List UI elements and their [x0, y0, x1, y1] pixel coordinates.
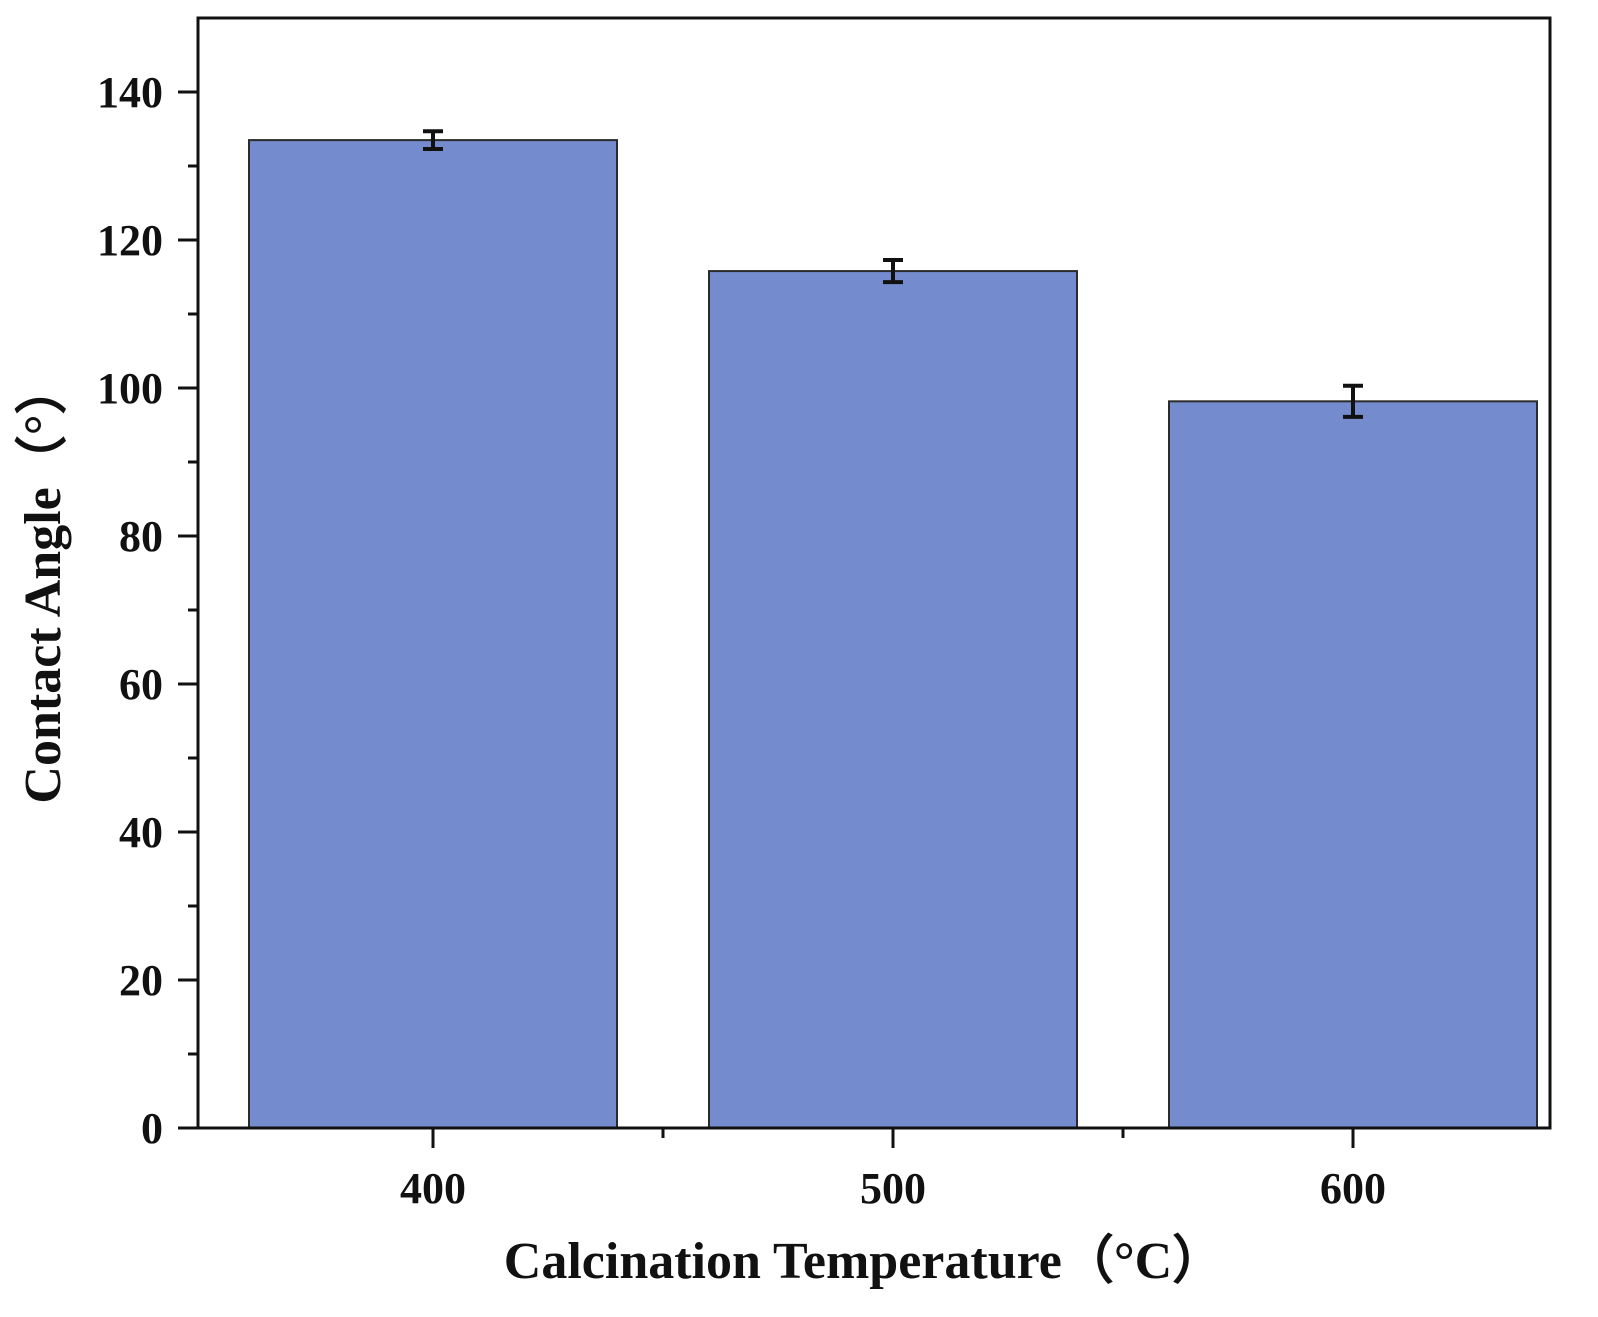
bar-400	[248, 139, 618, 1130]
y-tick-label: 60	[119, 660, 163, 709]
error-bars-layer	[423, 129, 1363, 419]
x-axis-title: Calcination Temperature（°C）	[504, 1232, 1224, 1290]
error-bar-400	[423, 129, 443, 151]
bar-600	[1168, 400, 1538, 1129]
x-tick-label: 400	[400, 1164, 466, 1213]
y-tick-label: 120	[97, 216, 163, 265]
y-tick-label: 140	[97, 68, 163, 117]
y-tick-label: 100	[97, 364, 163, 413]
bars-layer	[248, 139, 1538, 1130]
y-tick-label: 40	[119, 808, 163, 857]
bar-500	[708, 270, 1078, 1129]
error-bar-600	[1343, 383, 1363, 419]
y-tick-label: 80	[119, 512, 163, 561]
x-axis-ticks: 400 500 600	[400, 1128, 1386, 1213]
y-tick-label: 20	[119, 956, 163, 1005]
x-tick-label: 600	[1320, 1164, 1386, 1213]
x-tick-label: 500	[860, 1164, 926, 1213]
y-axis-title: Contact Angle（°）	[14, 362, 72, 803]
y-axis-ticks: 0 20 40 60 80 100 120 140	[97, 68, 198, 1153]
error-bar-500	[883, 257, 903, 285]
plot-frame	[196, 16, 1552, 1130]
y-tick-label: 0	[141, 1104, 163, 1153]
